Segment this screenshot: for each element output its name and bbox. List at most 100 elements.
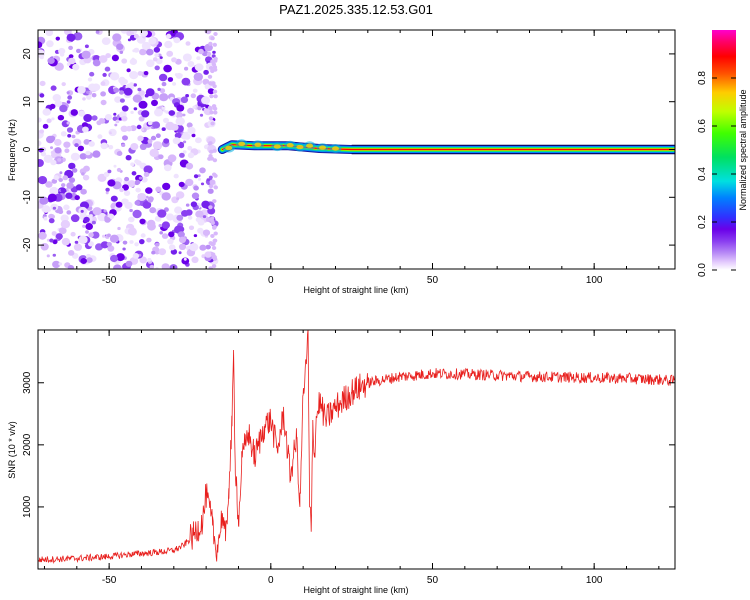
- noise-blob: [212, 158, 218, 163]
- noise-blob: [171, 57, 177, 63]
- noise-blob: [212, 84, 217, 89]
- snr-frame: [37, 329, 676, 570]
- noise-blob: [179, 152, 185, 158]
- noise-blob: [134, 242, 139, 247]
- noise-blob: [112, 116, 118, 121]
- noise-blob: [60, 214, 69, 222]
- noise-blob: [149, 148, 159, 158]
- noise-blob: [61, 183, 66, 188]
- noise-blob: [143, 172, 150, 177]
- noise-blob: [129, 208, 133, 213]
- noise-blob: [85, 150, 91, 156]
- noise-blob: [119, 187, 124, 193]
- noise-blob: [111, 54, 119, 62]
- noise-blob: [190, 93, 196, 99]
- noise-blob: [168, 244, 176, 251]
- noise-blob: [208, 149, 214, 154]
- noise-blob: [159, 56, 163, 59]
- noise-blob: [147, 121, 153, 126]
- noise-blob: [143, 165, 153, 174]
- noise-blob: [164, 164, 172, 172]
- noise-blob: [190, 201, 198, 208]
- noise-blob: [117, 226, 121, 231]
- noise-blob: [187, 152, 195, 159]
- noise-blob: [45, 181, 53, 188]
- noise-blob: [158, 224, 163, 228]
- noise-blob: [86, 94, 92, 100]
- noise-blob: [137, 135, 144, 142]
- noise-blob: [66, 121, 71, 125]
- noise-blob: [138, 100, 148, 109]
- noise-blob: [212, 42, 217, 47]
- noise-blob: [187, 61, 195, 67]
- signal-blob-core: [273, 144, 281, 149]
- noise-blob: [207, 88, 215, 95]
- noise-blob: [209, 94, 214, 99]
- noise-blob: [130, 143, 139, 151]
- noise-blob: [68, 57, 76, 65]
- noise-blob: [132, 94, 142, 103]
- noise-blob: [52, 94, 61, 102]
- noise-blob: [187, 126, 196, 135]
- noise-blob: [183, 257, 187, 261]
- noise-blob: [152, 57, 158, 62]
- noise-blob: [159, 231, 163, 235]
- noise-blob: [133, 107, 138, 111]
- noise-blob: [103, 209, 107, 213]
- noise-blob: [49, 186, 59, 196]
- noise-blob: [155, 133, 161, 138]
- noise-blob: [136, 124, 142, 130]
- noise-blob: [161, 127, 166, 131]
- spectrogram-y-tick-label: 10: [22, 96, 33, 108]
- noise-blob: [187, 107, 195, 114]
- noise-blob: [183, 133, 191, 140]
- noise-blob: [185, 203, 190, 207]
- noise-blob: [72, 168, 78, 173]
- noise-blob: [137, 193, 147, 201]
- noise-blob: [202, 215, 207, 219]
- noise-blob: [127, 180, 136, 188]
- noise-blob: [158, 248, 167, 256]
- noise-blob: [158, 73, 168, 82]
- noise-blob: [197, 106, 202, 111]
- noise-blob: [38, 117, 42, 123]
- noise-blob: [110, 254, 118, 263]
- noise-blob: [143, 71, 149, 76]
- noise-blob: [207, 105, 213, 110]
- noise-blob: [109, 131, 113, 135]
- noise-blob: [191, 192, 200, 200]
- noise-blob: [47, 57, 55, 64]
- noise-blob: [52, 253, 56, 257]
- noise-blob: [106, 233, 111, 238]
- noise-blob: [105, 187, 110, 192]
- noise-blob: [210, 219, 215, 224]
- noise-blob: [154, 242, 160, 247]
- noise-blob: [73, 243, 82, 251]
- noise-blob: [178, 243, 187, 250]
- snr-x-tick-label: 50: [427, 575, 439, 586]
- noise-blob: [163, 64, 172, 73]
- noise-blob: [38, 159, 44, 167]
- noise-blob: [209, 81, 214, 86]
- noise-blob: [141, 110, 150, 118]
- noise-blob: [210, 36, 215, 41]
- noise-blob: [132, 209, 142, 219]
- noise-blob: [119, 98, 125, 103]
- noise-blob: [206, 178, 210, 182]
- noise-blob: [186, 122, 193, 128]
- spectrogram-x-tick-label: 50: [427, 275, 439, 286]
- noise-blob: [129, 71, 139, 80]
- noise-blob: [81, 50, 91, 59]
- noise-blob: [197, 227, 204, 234]
- noise-blob: [187, 145, 193, 151]
- noise-blob: [71, 134, 76, 139]
- noise-blob: [162, 182, 171, 191]
- noise-blob: [210, 234, 215, 238]
- noise-blob: [58, 209, 64, 214]
- noise-blob: [114, 123, 118, 127]
- noise-blob: [174, 73, 178, 77]
- noise-blob: [193, 72, 203, 82]
- noise-blob: [135, 160, 142, 166]
- noise-blob: [81, 172, 85, 176]
